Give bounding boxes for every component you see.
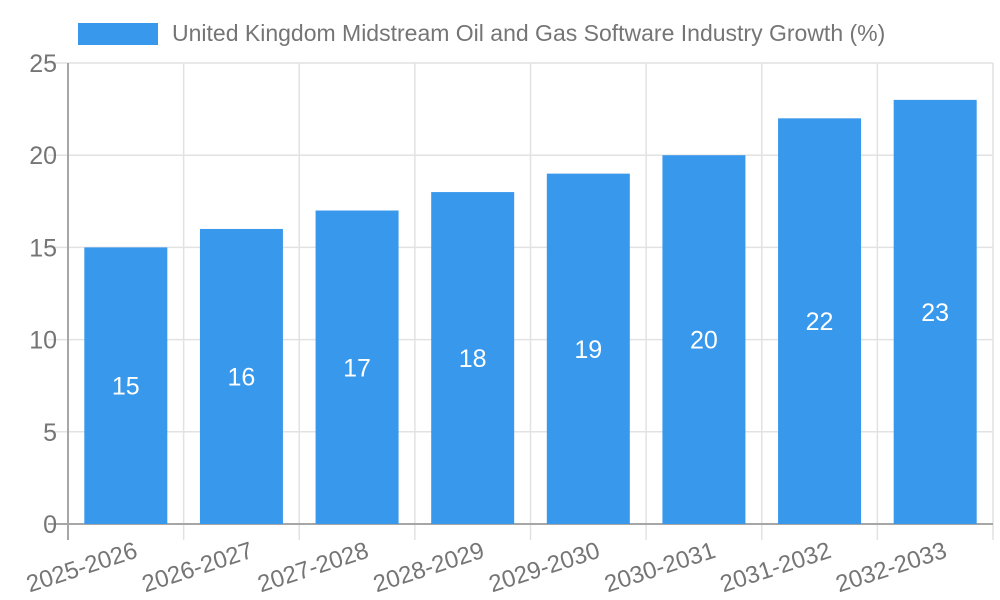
bar-value-label: 23 xyxy=(921,299,949,327)
x-tick-label: 2030-2031 xyxy=(601,537,719,598)
bar xyxy=(315,210,399,524)
x-tick-label: 2031-2032 xyxy=(717,537,835,598)
bar-value-label: 22 xyxy=(806,308,834,336)
x-tick-label: 2026-2027 xyxy=(139,537,257,598)
x-tick-label: 2025-2026 xyxy=(23,537,141,598)
x-tick-label: 2032-2033 xyxy=(833,537,951,598)
bar xyxy=(662,155,746,524)
bar xyxy=(199,228,283,524)
x-tick-label: 2027-2028 xyxy=(254,537,372,598)
bar-value-label: 17 xyxy=(343,354,371,382)
bar-value-label: 19 xyxy=(574,336,602,364)
y-tick-label: 10 xyxy=(29,327,57,355)
bar xyxy=(431,192,515,524)
bar xyxy=(84,247,168,524)
bar xyxy=(893,99,977,524)
x-tick-label: 2028-2029 xyxy=(370,537,488,598)
y-tick-label: 20 xyxy=(29,142,57,170)
bar-value-label: 16 xyxy=(228,363,256,391)
bar-value-label: 20 xyxy=(690,327,718,355)
bar-value-label: 18 xyxy=(459,345,487,373)
x-tick-label: 2029-2030 xyxy=(486,537,604,598)
bar xyxy=(778,118,862,524)
y-tick-label: 5 xyxy=(43,419,57,447)
y-tick-label: 25 xyxy=(29,50,57,78)
legend-label: United Kingdom Midstream Oil and Gas Sof… xyxy=(172,20,886,46)
legend-swatch xyxy=(78,22,158,45)
legend: United Kingdom Midstream Oil and Gas Sof… xyxy=(78,20,885,47)
y-tick-label: 15 xyxy=(29,234,57,262)
bar xyxy=(546,173,630,524)
y-tick-label: 0 xyxy=(43,511,57,539)
bar-value-label: 15 xyxy=(112,373,140,401)
